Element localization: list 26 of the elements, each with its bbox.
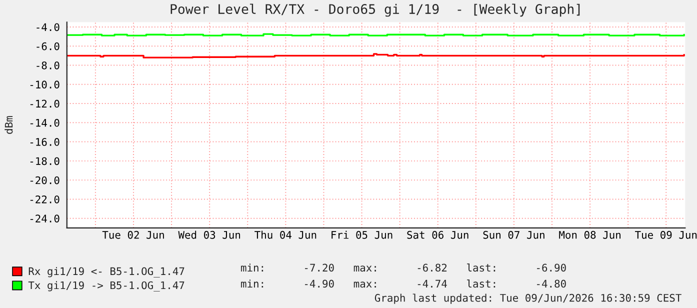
y-tick-label: -18.0 bbox=[30, 157, 60, 166]
x-tick-label: Mon 08 Jun bbox=[559, 230, 620, 239]
y-tick-label: -6.0 bbox=[36, 42, 60, 50]
y-tick-label: -8.0 bbox=[36, 61, 60, 70]
legend-label: Rx gi1/19 <- B5-1.OG_1.47 bbox=[28, 267, 184, 278]
y-tick-label: -16.0 bbox=[30, 138, 60, 146]
y-tick-label: -24.0 bbox=[30, 214, 60, 222]
chart-title: Power Level RX/TX - Doro65 gi 1/19 - [Weekly Graph] bbox=[170, 4, 580, 17]
text: min: -7.20 max: -6.82 last: -6.90 bbox=[241, 264, 566, 272]
y-axis-title: dBm bbox=[4, 116, 13, 134]
x-tick-label: Fri 05 Jun bbox=[332, 230, 392, 239]
text: Graph last updated: Tue 09/Jun/2026 16:30:59 CEST bbox=[374, 294, 682, 304]
x-tick-label: Tue 09 Jun bbox=[635, 230, 697, 239]
y-tick-label: -20.0 bbox=[30, 176, 60, 184]
y-tick-label: -4.0 bbox=[36, 23, 60, 32]
x-tick-label: Sun 07 Jun bbox=[483, 230, 544, 239]
legend-label: Tx gi1/19 -> B5-1.OG_1.47 bbox=[28, 281, 184, 292]
y-tick-label: -14.0 bbox=[30, 118, 60, 127]
y-tick-label: -22.0 bbox=[30, 195, 60, 204]
x-tick-label: Wed 03 Jun bbox=[178, 230, 240, 239]
x-tick-label: Sat 06 Jun bbox=[407, 230, 468, 239]
x-tick-label: Thu 04 Jun bbox=[254, 230, 316, 239]
x-tick-label: Tue 02 Jun bbox=[102, 230, 164, 239]
y-tick-label: -10.0 bbox=[30, 80, 60, 89]
text: min: -4.90 max: -4.74 last: -4.80 bbox=[241, 280, 566, 288]
y-tick-label: -12.0 bbox=[30, 100, 60, 108]
